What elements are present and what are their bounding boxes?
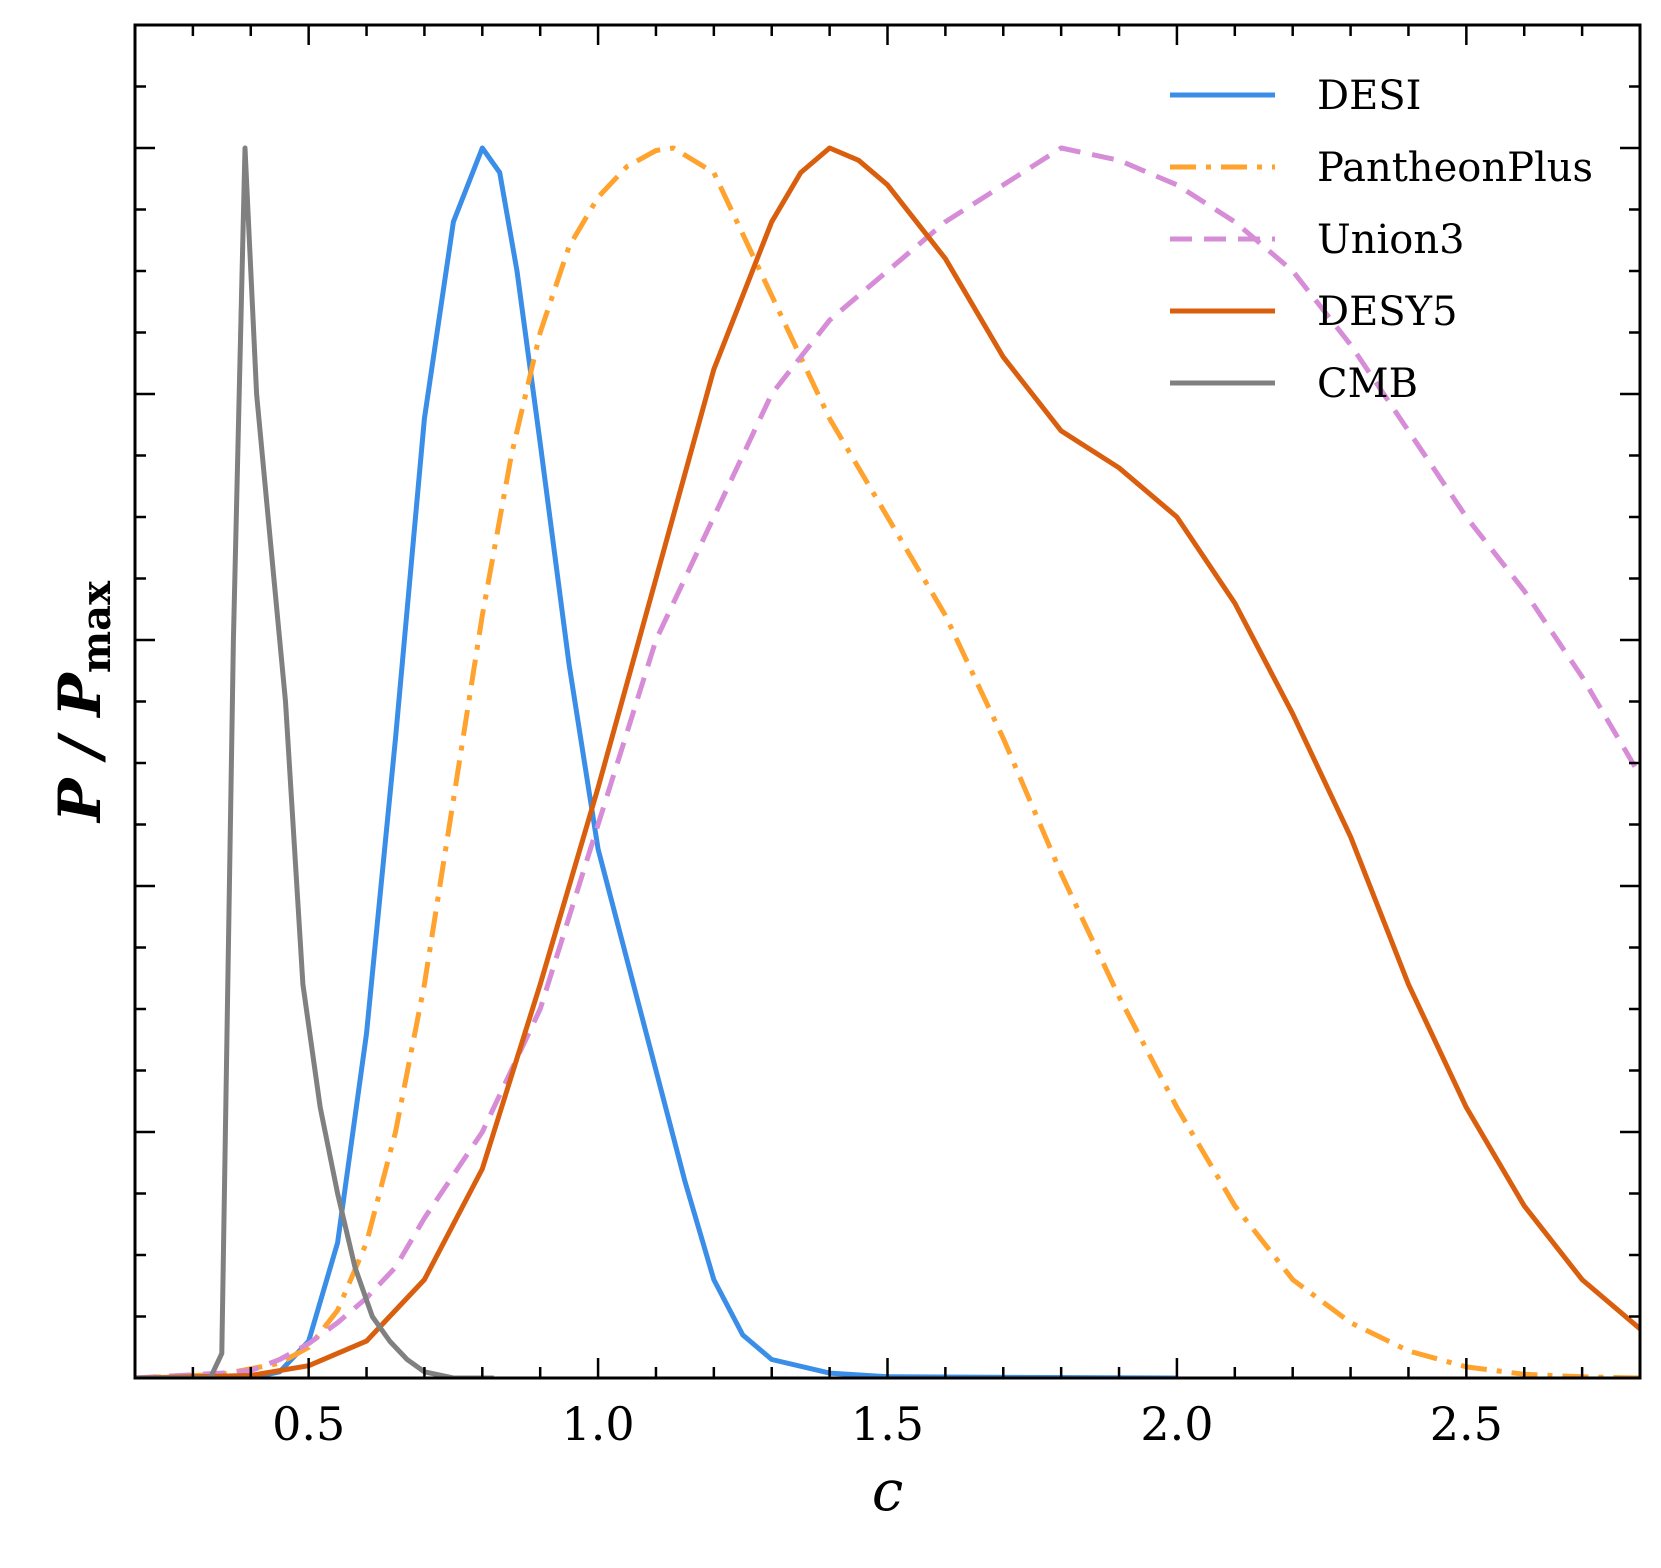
x-tick-label: 1.0 (561, 1397, 634, 1451)
legend: DESI PantheonPlus Union3 DESY5 CMB (1170, 73, 1593, 407)
y-axis-label: P / Pmax (46, 580, 120, 824)
y-axis-label-subscript: max (73, 580, 120, 673)
x-tick-label: 2.5 (1430, 1397, 1503, 1451)
legend-label-desy5: DESY5 (1317, 289, 1458, 335)
series-line-pantheonplus (135, 145, 1640, 1378)
x-tick-label: 1.5 (851, 1397, 924, 1451)
legend-label-desi: DESI (1317, 73, 1421, 119)
x-axis-label: c (872, 1459, 903, 1524)
x-tick-labels: 0.5 1.0 1.5 2.0 2.5 (272, 1397, 1503, 1451)
x-tick-label: 0.5 (272, 1397, 345, 1451)
legend-label-pantheonplus: PantheonPlus (1317, 145, 1593, 191)
legend-label-cmb: CMB (1317, 361, 1418, 407)
series-line-union3 (135, 145, 1640, 1378)
legend-label-union3: Union3 (1317, 217, 1465, 263)
series-line-desi (135, 145, 1177, 1378)
axis-ticks (133, 23, 1642, 1380)
y-axis-label-main: P / P (46, 672, 114, 824)
series-line-desy5 (135, 145, 1640, 1378)
x-tick-label: 2.0 (1140, 1397, 1213, 1451)
plot-area (135, 145, 1640, 1378)
y-axis-label-text: P / Pmax (46, 580, 120, 824)
series-line-cmb (135, 145, 494, 1378)
